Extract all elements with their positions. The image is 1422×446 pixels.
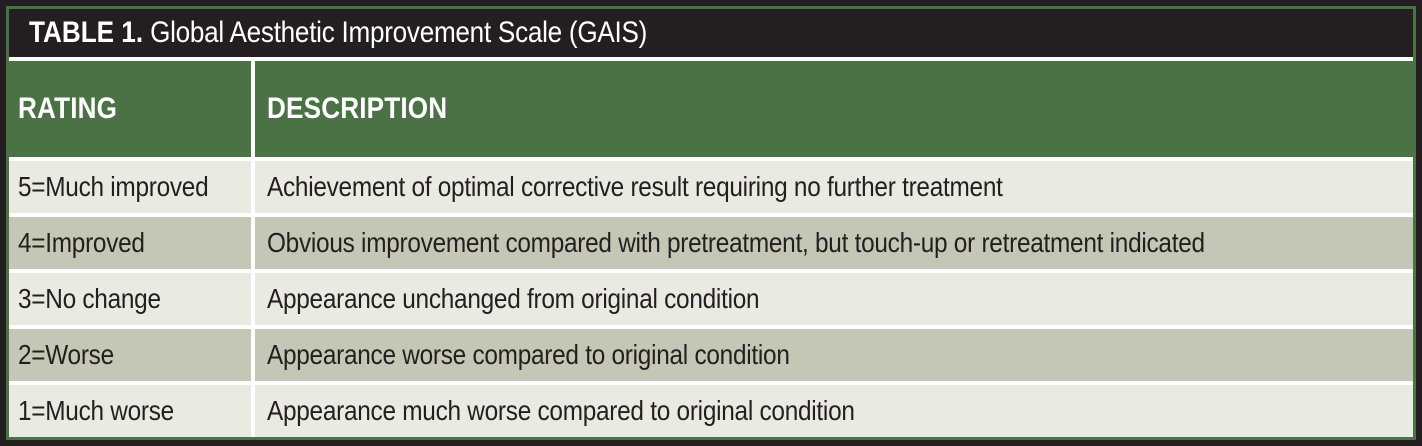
rating-cell: 5=Much improved (9, 161, 251, 213)
rating-cell: 3=No change (9, 273, 251, 325)
rating-value: 5=Much improved (18, 171, 209, 202)
rating-value: 1=Much worse (18, 395, 174, 426)
description-cell: Appearance worse compared to original co… (255, 329, 1413, 381)
description-cell: Appearance much worse compared to origin… (255, 385, 1413, 437)
table-title-text: Global Aesthetic Improvement Scale (GAIS… (143, 16, 648, 49)
table-number-label: TABLE 1. (29, 16, 144, 49)
column-header-description-label: DESCRIPTION (267, 92, 448, 125)
rating-value: 3=No change (18, 283, 161, 314)
rating-cell: 4=Improved (9, 217, 251, 269)
description-cell: Achievement of optimal corrective result… (255, 161, 1413, 213)
description-value: Appearance worse compared to original co… (267, 339, 790, 370)
description-cell: Appearance unchanged from original condi… (255, 273, 1413, 325)
column-header-description: DESCRIPTION (255, 61, 1413, 157)
table-grid: RATING DESCRIPTION 5=Much improved Achie… (9, 57, 1413, 437)
description-cell: Obvious improvement compared with pretre… (255, 217, 1413, 269)
rating-cell: 1=Much worse (9, 385, 251, 437)
column-header-rating: RATING (9, 61, 251, 157)
description-value: Achievement of optimal corrective result… (267, 171, 1003, 202)
table-title-bar: TABLE 1. Global Aesthetic Improvement Sc… (9, 9, 1413, 57)
description-value: Appearance much worse compared to origin… (267, 395, 855, 426)
rating-value: 4=Improved (18, 227, 145, 258)
description-value: Obvious improvement compared with pretre… (267, 227, 1205, 258)
description-value: Appearance unchanged from original condi… (267, 283, 760, 314)
column-header-rating-label: RATING (18, 92, 118, 125)
table-title: TABLE 1. Global Aesthetic Improvement Sc… (29, 16, 647, 50)
rating-cell: 2=Worse (9, 329, 251, 381)
table-inner-border: TABLE 1. Global Aesthetic Improvement Sc… (6, 6, 1416, 440)
rating-value: 2=Worse (18, 339, 114, 370)
